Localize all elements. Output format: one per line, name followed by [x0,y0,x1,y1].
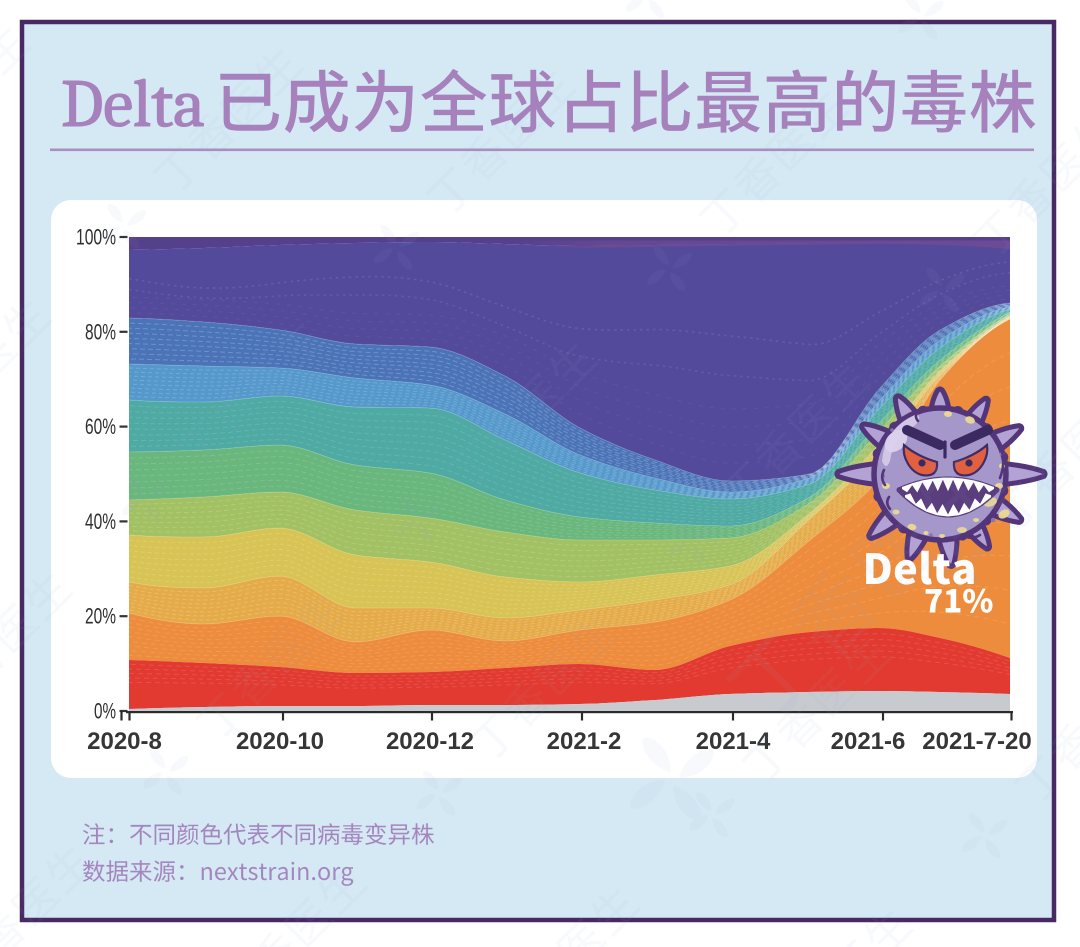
svg-text:80%: 80% [85,319,116,344]
svg-text:2021-2: 2021-2 [547,728,622,755]
svg-text:2020-8: 2020-8 [87,728,162,755]
svg-text:2021-6: 2021-6 [831,728,906,755]
svg-text:60%: 60% [85,414,116,439]
svg-text:2021-7-20: 2021-7-20 [922,728,1031,755]
svg-text:0%: 0% [94,699,116,724]
svg-text:20%: 20% [85,604,116,629]
svg-text:2020-12: 2020-12 [386,728,474,755]
svg-text:40%: 40% [85,509,116,534]
svg-text:2020-10: 2020-10 [236,728,324,755]
